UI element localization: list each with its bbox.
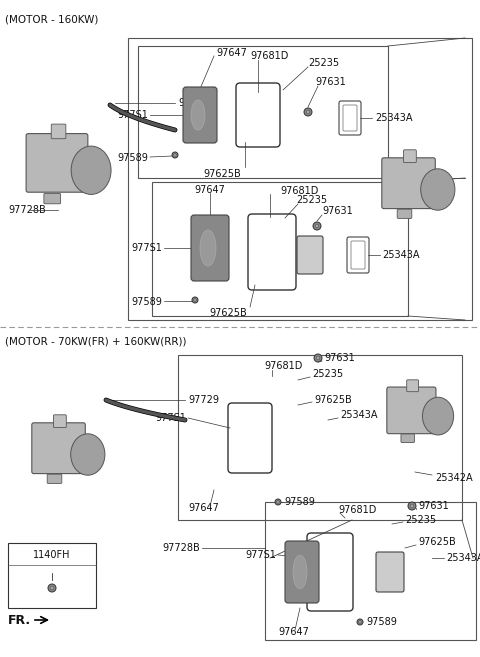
Circle shape [306, 110, 310, 114]
Text: 97631: 97631 [324, 353, 355, 363]
Text: 977S1: 977S1 [117, 110, 148, 120]
Text: 97625B: 97625B [209, 308, 247, 318]
Circle shape [408, 502, 416, 510]
Text: 97625B: 97625B [418, 537, 456, 547]
Circle shape [276, 501, 279, 503]
FancyBboxPatch shape [397, 209, 412, 218]
Text: 97625B: 97625B [203, 169, 241, 179]
Bar [265, 502, 476, 640]
Text: 97631: 97631 [315, 77, 346, 87]
Ellipse shape [200, 230, 216, 266]
Text: 25343A: 25343A [382, 250, 420, 260]
Text: 25343A: 25343A [375, 113, 412, 123]
Circle shape [48, 584, 56, 592]
Bar [8, 543, 96, 608]
Circle shape [275, 499, 281, 505]
Text: 97589: 97589 [284, 497, 315, 507]
Text: 97729: 97729 [188, 395, 219, 405]
Bar [178, 355, 462, 520]
FancyBboxPatch shape [44, 193, 60, 204]
Circle shape [174, 154, 176, 156]
Text: 97647: 97647 [278, 627, 309, 637]
Text: 97681D: 97681D [280, 186, 318, 196]
Text: 97681D: 97681D [251, 51, 289, 61]
Text: FR.: FR. [8, 614, 31, 627]
Text: 25235: 25235 [308, 58, 339, 68]
Text: 97729: 97729 [178, 98, 209, 108]
Bar [152, 182, 408, 316]
FancyBboxPatch shape [26, 133, 88, 193]
FancyBboxPatch shape [297, 236, 323, 274]
FancyBboxPatch shape [407, 380, 419, 392]
Text: 977S1: 977S1 [131, 243, 162, 253]
FancyBboxPatch shape [401, 434, 414, 443]
FancyBboxPatch shape [183, 87, 217, 143]
Ellipse shape [71, 146, 111, 194]
Text: 97631: 97631 [322, 206, 353, 216]
FancyBboxPatch shape [285, 541, 319, 603]
FancyBboxPatch shape [47, 474, 62, 484]
Text: 97589: 97589 [131, 297, 162, 307]
Text: 97625B: 97625B [314, 395, 352, 405]
Text: 977S1: 977S1 [245, 550, 276, 560]
Circle shape [172, 152, 178, 158]
Text: 97647: 97647 [216, 48, 247, 58]
Circle shape [192, 297, 198, 303]
Ellipse shape [71, 434, 105, 475]
Text: 97728B: 97728B [162, 543, 200, 553]
Text: 97647: 97647 [188, 503, 219, 513]
FancyBboxPatch shape [32, 423, 85, 474]
Text: (MOTOR - 160KW): (MOTOR - 160KW) [5, 14, 98, 24]
FancyBboxPatch shape [376, 552, 404, 592]
Text: 25343A: 25343A [446, 553, 480, 563]
Text: 977S1: 977S1 [155, 413, 186, 423]
Text: (MOTOR - 70KW(FR) + 160KW(RR)): (MOTOR - 70KW(FR) + 160KW(RR)) [5, 336, 187, 346]
Circle shape [193, 299, 196, 302]
Text: 25343A: 25343A [340, 410, 377, 420]
Text: 97681D: 97681D [339, 505, 377, 515]
Text: 1140FH: 1140FH [33, 550, 71, 560]
Text: 97728B: 97728B [8, 205, 46, 215]
Ellipse shape [191, 100, 205, 130]
FancyBboxPatch shape [191, 215, 229, 281]
Text: 25235: 25235 [296, 195, 327, 205]
Bar [128, 38, 472, 320]
Circle shape [313, 222, 321, 230]
Ellipse shape [420, 169, 455, 210]
FancyBboxPatch shape [51, 124, 66, 139]
FancyBboxPatch shape [404, 150, 416, 162]
Circle shape [359, 621, 361, 623]
Text: 97681D: 97681D [265, 361, 303, 371]
FancyBboxPatch shape [387, 387, 436, 434]
Text: 25235: 25235 [312, 369, 343, 379]
Text: 97589: 97589 [117, 153, 148, 163]
Ellipse shape [293, 555, 307, 589]
Text: 97589: 97589 [366, 617, 397, 627]
Text: 97647: 97647 [194, 185, 226, 195]
FancyBboxPatch shape [53, 415, 66, 428]
Circle shape [410, 504, 414, 508]
Circle shape [50, 586, 54, 590]
Text: 25235: 25235 [405, 515, 436, 525]
Bar [138, 46, 388, 178]
Circle shape [316, 356, 320, 360]
Ellipse shape [422, 397, 454, 435]
Circle shape [357, 619, 363, 625]
Text: 25342A: 25342A [435, 473, 473, 483]
Text: 97631: 97631 [418, 501, 449, 511]
Circle shape [314, 354, 322, 362]
FancyBboxPatch shape [382, 158, 435, 209]
Circle shape [315, 224, 319, 228]
Circle shape [304, 108, 312, 116]
